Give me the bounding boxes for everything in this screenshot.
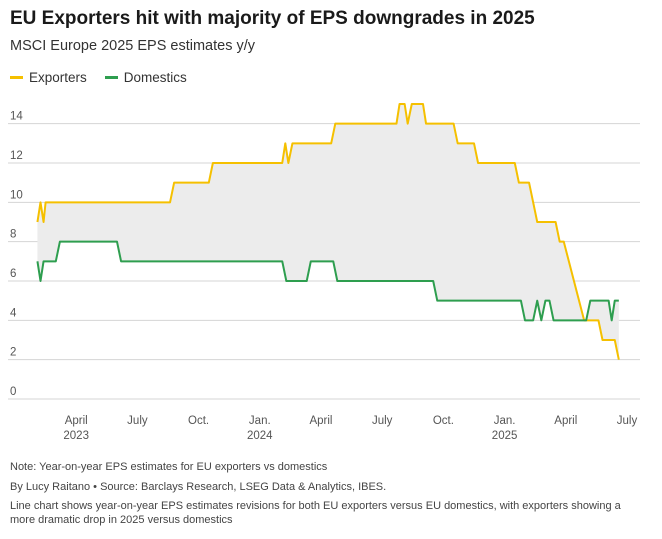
y-tick-label-12: 12 bbox=[10, 150, 23, 162]
chart-title: EU Exporters hit with majority of EPS do… bbox=[10, 8, 535, 29]
x-tick-label-8: April bbox=[554, 415, 577, 427]
y-tick-label-4: 4 bbox=[10, 307, 17, 319]
legend-label-domestics: Domestics bbox=[123, 70, 187, 85]
x-tick-year-3: 2024 bbox=[247, 430, 273, 442]
y-tick-label-8: 8 bbox=[10, 229, 16, 241]
x-tick-label-3: Jan. bbox=[249, 415, 271, 427]
series-lines bbox=[36, 103, 620, 360]
x-axis-ticks: April 2023 July Oct. Jan. 2024 April July Oct. Ja… bbox=[63, 415, 637, 442]
chart-note: Note: Year-on-year EPS estimates for EU … bbox=[10, 461, 328, 473]
legend-label-exporters: Exporters bbox=[29, 70, 87, 85]
y-tick-label-10: 10 bbox=[10, 189, 23, 201]
byline-source: By Lucy Raitano • Source: Barclays Resea… bbox=[10, 481, 387, 493]
chart-subtitle: MSCI Europe 2025 EPS estimates y/y bbox=[10, 38, 255, 54]
legend-item-domestics: Domestics bbox=[104, 70, 187, 85]
x-tick-label-9: July bbox=[617, 415, 638, 427]
x-tick-label-6: Oct. bbox=[433, 415, 454, 427]
x-tick-year-0: 2023 bbox=[63, 430, 89, 442]
legend-item-exporters: Exporters bbox=[10, 70, 87, 85]
x-tick-label-1: July bbox=[127, 415, 148, 427]
x-tick-label-4: April bbox=[309, 415, 332, 427]
series-line-domestics bbox=[36, 240, 619, 322]
y-tick-label-6: 6 bbox=[10, 268, 16, 280]
legend-swatch-domestics bbox=[104, 76, 118, 79]
x-tick-year-7: 2025 bbox=[492, 430, 518, 442]
x-tick-label-0: April bbox=[65, 415, 88, 427]
legend-swatch-exporters bbox=[10, 76, 23, 79]
shaded-gap-area bbox=[37, 104, 619, 360]
y-tick-label-2: 2 bbox=[10, 347, 16, 359]
x-tick-label-7: Jan. bbox=[494, 415, 516, 427]
y-tick-label-14: 14 bbox=[10, 111, 23, 123]
x-tick-label-5: July bbox=[372, 415, 393, 427]
shaded-area-layer bbox=[37, 104, 619, 360]
chart-description: Line chart shows year-on-year EPS estima… bbox=[10, 500, 621, 526]
y-tick-label-0: 0 bbox=[10, 386, 16, 398]
y-axis-ticks: 0 2 4 6 8 10 12 14 bbox=[10, 111, 23, 398]
x-tick-label-2: Oct. bbox=[188, 415, 209, 427]
legend: Exporters Domestics bbox=[10, 70, 187, 85]
series-line-exporters bbox=[36, 103, 620, 360]
